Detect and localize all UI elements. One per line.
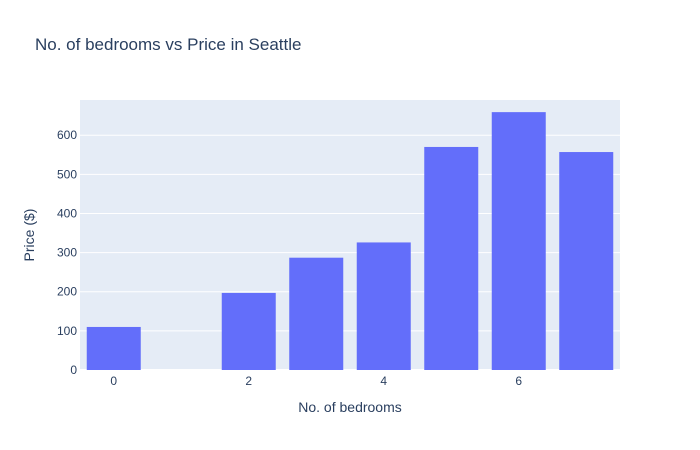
y-tick-label: 100	[57, 324, 77, 338]
x-tick-labels: 0 2 4 6	[110, 374, 522, 388]
y-tick-label: 300	[57, 246, 77, 260]
bar-5[interactable]	[424, 146, 479, 370]
bar-4[interactable]	[356, 242, 411, 370]
y-tick-label: 0	[70, 363, 77, 377]
x-tick-label: 4	[380, 374, 387, 388]
bar-0[interactable]	[86, 326, 141, 370]
y-tick-label: 200	[57, 285, 77, 299]
x-axis-title: No. of bedrooms	[298, 399, 402, 415]
x-tick-label: 0	[110, 374, 117, 388]
bar-7[interactable]	[559, 152, 614, 370]
y-tick-label: 600	[57, 128, 77, 142]
bar-3[interactable]	[289, 257, 344, 370]
y-tick-labels: 0 100 200 300 400 500 600	[57, 128, 77, 377]
y-axis-title: Price ($)	[21, 209, 37, 262]
x-tick-label: 6	[515, 374, 522, 388]
x-tick-label: 2	[245, 374, 252, 388]
chart-title: No. of bedrooms vs Price in Seattle	[35, 35, 302, 54]
bar-2[interactable]	[221, 292, 276, 370]
bars	[86, 112, 614, 370]
bar-6[interactable]	[491, 112, 546, 370]
y-tick-label: 500	[57, 167, 77, 181]
y-tick-label: 400	[57, 206, 77, 220]
